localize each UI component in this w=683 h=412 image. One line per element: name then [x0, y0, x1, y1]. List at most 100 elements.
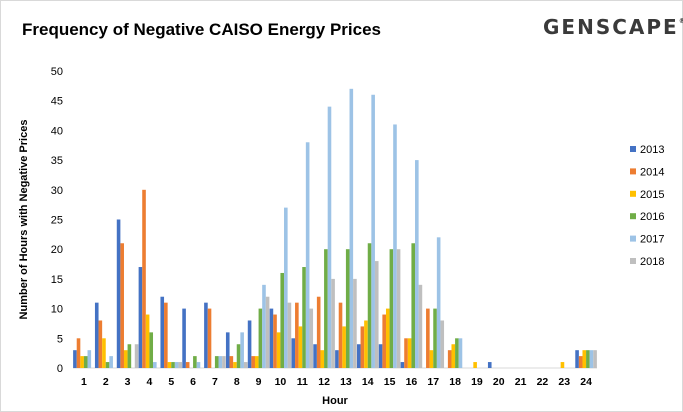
bar-2017-hour-5 [174, 362, 179, 368]
x-tick-label: 8 [234, 376, 240, 388]
bar-2015-hour-17 [429, 350, 434, 368]
legend-label-2014: 2014 [640, 166, 664, 178]
legend-label-2013: 2013 [640, 144, 664, 156]
bar-2017-hour-1 [87, 350, 92, 368]
bar-2015-hour-16 [407, 338, 412, 368]
bar-2014-hour-17 [426, 308, 430, 368]
bar-2013-hour-16 [400, 362, 405, 368]
bar-2013-hour-1 [73, 350, 77, 368]
x-tick-label: 13 [340, 376, 352, 388]
x-tick-label: 23 [558, 376, 570, 388]
bar-2016-hour-4 [149, 332, 154, 368]
x-tick-label: 14 [362, 376, 374, 388]
bar-2016-hour-18 [455, 338, 459, 368]
bar-2015-hour-8 [233, 362, 237, 368]
x-tick-label: 11 [297, 376, 308, 388]
bar-2016-hour-6 [193, 356, 197, 368]
bar-2018-hour-14 [374, 261, 379, 368]
y-tick-label: 10 [51, 304, 63, 316]
bar-2018-hour-9 [265, 296, 270, 368]
x-tick-label: 22 [537, 376, 549, 388]
bar-2014-hour-13 [338, 302, 343, 368]
bar-2013-hour-24 [575, 350, 579, 368]
bar-2016-hour-17 [433, 308, 437, 368]
bar-2017-hour-6 [196, 362, 201, 368]
y-tick-label: 15 [51, 274, 63, 286]
x-tick-label: 12 [318, 376, 330, 388]
bar-2018-hour-8 [243, 362, 248, 368]
bar-2015-hour-24 [582, 350, 587, 368]
bar-2017-hour-13 [349, 88, 354, 368]
bar-2016-hour-10 [280, 272, 285, 368]
bar-2015-hour-23 [560, 362, 565, 368]
x-tick-label: 19 [471, 376, 483, 388]
bar-2015-hour-3 [123, 350, 128, 368]
bar-2016-hour-15 [389, 249, 394, 368]
bar-2018-hour-11 [309, 308, 314, 368]
bar-2015-hour-11 [298, 326, 303, 368]
bar-2014-hour-18 [447, 350, 452, 368]
bar-2015-hour-18 [451, 344, 456, 368]
bar-2015-hour-9 [254, 356, 259, 368]
bar-2013-hour-3 [116, 219, 121, 368]
legend-swatch-2018 [630, 258, 636, 264]
bar-2017-hour-16 [415, 160, 419, 368]
x-tick-label: 17 [427, 376, 439, 388]
legend-swatch-2017 [630, 235, 636, 242]
bar-2016-hour-9 [258, 308, 263, 368]
bar-2016-hour-13 [345, 249, 350, 368]
bar-2016-hour-7 [214, 356, 219, 368]
bar-2018-hour-24 [593, 350, 597, 368]
bar-2013-hour-8 [225, 332, 230, 368]
y-tick-label: 0 [57, 363, 63, 375]
bar-2018-hour-12 [331, 278, 335, 368]
genscape-logo: GENSCAPE® [543, 15, 683, 39]
x-tick-label: 10 [275, 376, 287, 388]
bar-2014-hour-2 [98, 320, 103, 368]
bar-2017-hour-4 [153, 362, 157, 368]
bar-2015-hour-1 [80, 356, 84, 368]
logo-text: GENSCAPE [543, 15, 679, 39]
x-tick-label: 6 [190, 376, 196, 388]
bar-2016-hour-5 [171, 362, 175, 368]
legend-swatch-2015 [630, 190, 636, 197]
bar-2014-hour-11 [295, 302, 299, 368]
bar-2015-hour-19 [473, 362, 477, 368]
bar-2014-hour-8 [229, 356, 234, 368]
bar-2017-hour-12 [327, 106, 332, 368]
y-tick-label: 30 [51, 185, 63, 197]
y-tick-label: 50 [51, 66, 63, 78]
x-tick-label: 9 [256, 376, 262, 388]
bar-2014-hour-5 [164, 302, 168, 368]
bar-2014-hour-12 [316, 296, 321, 368]
bar-2015-hour-5 [167, 362, 172, 368]
x-tick-label: 16 [406, 376, 418, 388]
x-tick-label: 3 [125, 376, 131, 388]
bar-2013-hour-14 [356, 344, 361, 368]
bar-2014-hour-10 [273, 314, 277, 368]
bar-2013-hour-15 [378, 344, 383, 368]
bar-2014-hour-7 [207, 308, 212, 368]
bar-2013-hour-11 [291, 338, 296, 368]
bar-2018-hour-16 [418, 284, 423, 368]
bar-2016-hour-8 [236, 344, 241, 368]
bar-2018-hour-15 [396, 249, 401, 368]
bar-2017-hour-17 [436, 237, 441, 368]
legend-swatch-2016 [630, 213, 636, 220]
x-tick-label: 1 [81, 376, 87, 388]
x-tick-label: 20 [493, 376, 505, 388]
bar-2018-hour-3 [134, 344, 139, 368]
bar-2018-hour-5 [178, 362, 183, 368]
chart-title: Frequency of Negative CAISO Energy Price… [22, 20, 382, 39]
x-tick-label: 5 [168, 376, 174, 388]
bar-2013-hour-2 [94, 302, 99, 368]
bar-2013-hour-7 [204, 302, 208, 368]
x-tick-label: 24 [580, 376, 592, 388]
bar-2016-hour-2 [105, 362, 110, 368]
bar-2015-hour-15 [385, 308, 390, 368]
y-tick-label: 20 [51, 244, 63, 256]
bar-2017-hour-10 [284, 207, 288, 368]
bar-2016-hour-3 [127, 344, 132, 368]
bar-2015-hour-12 [320, 350, 325, 368]
